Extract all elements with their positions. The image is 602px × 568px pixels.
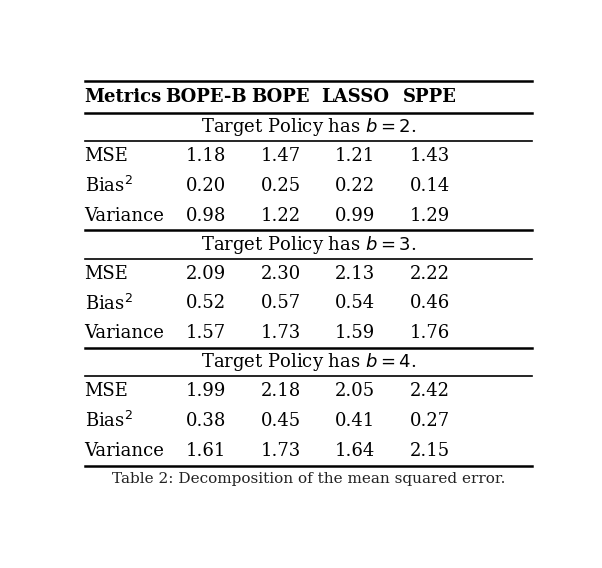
Text: 2.22: 2.22	[410, 265, 450, 283]
Text: 2.15: 2.15	[410, 442, 450, 460]
Text: 1.18: 1.18	[185, 147, 226, 165]
Text: 0.46: 0.46	[410, 294, 450, 312]
Text: 1.47: 1.47	[261, 147, 300, 165]
Text: 0.38: 0.38	[185, 412, 226, 430]
Text: Variance: Variance	[84, 442, 164, 460]
Text: 1.59: 1.59	[335, 324, 375, 342]
Text: 1.29: 1.29	[410, 207, 450, 224]
Text: 1.57: 1.57	[186, 324, 226, 342]
Text: 0.14: 0.14	[410, 177, 450, 195]
Text: 0.25: 0.25	[261, 177, 300, 195]
Text: 0.41: 0.41	[335, 412, 375, 430]
Text: 2.05: 2.05	[335, 382, 375, 400]
Text: BOPE-B: BOPE-B	[165, 88, 247, 106]
Text: 1.64: 1.64	[335, 442, 375, 460]
Text: 0.54: 0.54	[335, 294, 375, 312]
Text: Bias$^2$: Bias$^2$	[84, 176, 132, 196]
Text: Target Policy has $b = 4$.: Target Policy has $b = 4$.	[201, 351, 416, 373]
Text: 1.21: 1.21	[335, 147, 375, 165]
Text: Variance: Variance	[84, 324, 164, 342]
Text: 0.99: 0.99	[335, 207, 376, 224]
Text: 1.76: 1.76	[410, 324, 450, 342]
Text: 1.43: 1.43	[410, 147, 450, 165]
Text: MSE: MSE	[84, 265, 128, 283]
Text: 0.22: 0.22	[335, 177, 375, 195]
Text: 0.52: 0.52	[186, 294, 226, 312]
Text: 0.98: 0.98	[185, 207, 226, 224]
Text: MSE: MSE	[84, 147, 128, 165]
Text: 0.57: 0.57	[261, 294, 300, 312]
Text: BOPE: BOPE	[251, 88, 310, 106]
Text: Bias$^2$: Bias$^2$	[84, 411, 132, 431]
Text: 1.73: 1.73	[261, 442, 300, 460]
Text: Bias$^2$: Bias$^2$	[84, 294, 132, 314]
Text: 2.30: 2.30	[261, 265, 300, 283]
Text: 1.99: 1.99	[185, 382, 226, 400]
Text: 1.22: 1.22	[261, 207, 300, 224]
Text: 0.45: 0.45	[261, 412, 300, 430]
Text: 1.61: 1.61	[185, 442, 226, 460]
Text: Variance: Variance	[84, 207, 164, 224]
Text: 0.27: 0.27	[410, 412, 450, 430]
Text: Target Policy has $b = 2$.: Target Policy has $b = 2$.	[201, 116, 416, 138]
Text: 0.20: 0.20	[186, 177, 226, 195]
Text: LASSO: LASSO	[321, 88, 389, 106]
Text: Metrics: Metrics	[84, 88, 162, 106]
Text: 2.13: 2.13	[335, 265, 375, 283]
Text: MSE: MSE	[84, 382, 128, 400]
Text: Table 2: Decomposition of the mean squared error.: Table 2: Decomposition of the mean squar…	[112, 472, 505, 486]
Text: 2.09: 2.09	[186, 265, 226, 283]
Text: Target Policy has $b = 3$.: Target Policy has $b = 3$.	[201, 233, 416, 256]
Text: 1.73: 1.73	[261, 324, 300, 342]
Text: 2.42: 2.42	[410, 382, 450, 400]
Text: SPPE: SPPE	[403, 88, 457, 106]
Text: 2.18: 2.18	[261, 382, 300, 400]
